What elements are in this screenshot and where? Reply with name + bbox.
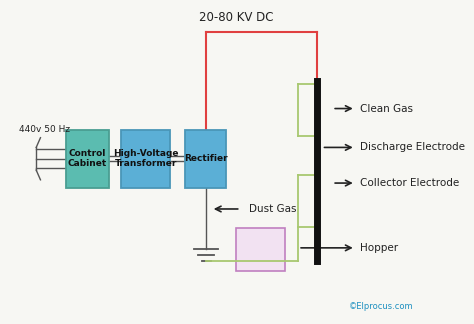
Text: High-Voltage
Transformer: High-Voltage Transformer bbox=[113, 149, 179, 168]
Text: 20-80 KV DC: 20-80 KV DC bbox=[199, 11, 273, 24]
FancyBboxPatch shape bbox=[66, 130, 109, 188]
FancyBboxPatch shape bbox=[185, 130, 226, 188]
Text: Dust Gas: Dust Gas bbox=[249, 204, 297, 214]
Text: Clean Gas: Clean Gas bbox=[360, 104, 413, 113]
Text: Collector Electrode: Collector Electrode bbox=[360, 178, 459, 188]
Text: Discharge Electrode: Discharge Electrode bbox=[360, 143, 465, 152]
Text: Control
Cabinet: Control Cabinet bbox=[68, 149, 107, 168]
FancyBboxPatch shape bbox=[121, 130, 170, 188]
FancyBboxPatch shape bbox=[237, 228, 285, 271]
Text: Hopper: Hopper bbox=[360, 243, 398, 253]
Text: ©Elprocus.com: ©Elprocus.com bbox=[349, 302, 413, 311]
Text: 440v 50 Hz: 440v 50 Hz bbox=[19, 125, 70, 134]
Text: Rectifier: Rectifier bbox=[184, 154, 228, 163]
